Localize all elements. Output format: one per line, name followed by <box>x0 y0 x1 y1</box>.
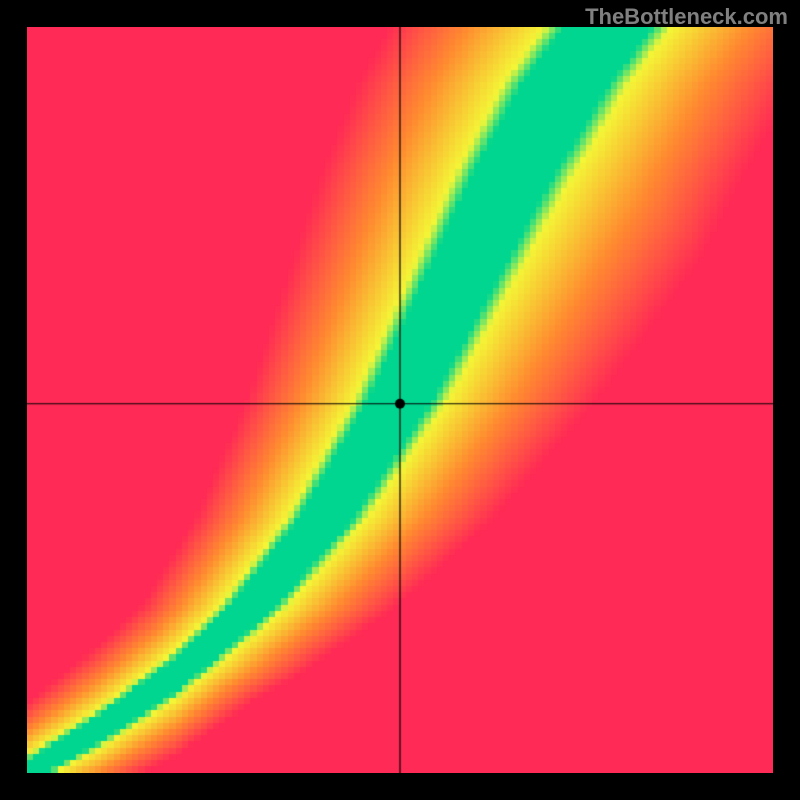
watermark-text: TheBottleneck.com <box>585 4 788 30</box>
bottleneck-heatmap <box>27 27 773 773</box>
chart-container: TheBottleneck.com <box>0 0 800 800</box>
